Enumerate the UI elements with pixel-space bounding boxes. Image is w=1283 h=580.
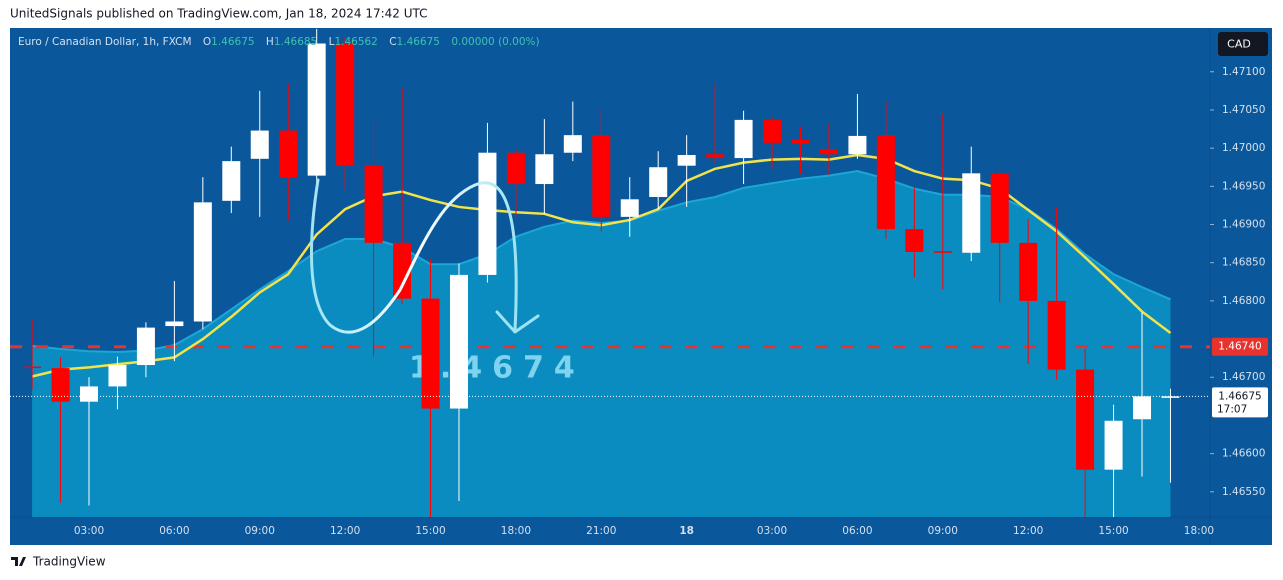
candle-body — [734, 119, 753, 159]
candle-body — [1047, 300, 1066, 370]
x-tick-label: 09:00 — [928, 525, 958, 537]
x-tick-label: 03:00 — [757, 525, 787, 537]
candle-body — [563, 135, 582, 153]
candle-body — [791, 139, 810, 144]
x-tick-label: 18 — [679, 525, 694, 537]
candle-body — [165, 321, 184, 327]
x-tick-label: 18:00 — [1184, 525, 1214, 537]
legend: Euro / Canadian Dollar, 1h, FXCM O1.4667… — [18, 36, 540, 48]
legend-value: 1.46562 — [334, 36, 377, 48]
x-tick-label: 03:00 — [74, 525, 104, 537]
candle-body — [1161, 396, 1180, 398]
y-tick-label: 1.47100 — [1222, 66, 1265, 78]
symbol-title: Euro / Canadian Dollar, 1h, FXCM — [18, 36, 192, 48]
candle-body — [108, 365, 127, 387]
y-tick-label: 1.46700 — [1222, 371, 1265, 383]
x-tick-label: 15:00 — [1098, 525, 1128, 537]
candle-body — [336, 43, 355, 166]
last-price-label: 1.46675 — [1218, 390, 1261, 402]
candle-body — [364, 165, 383, 243]
candle-body — [933, 251, 952, 253]
candle-body — [649, 167, 668, 198]
candle-body — [449, 274, 468, 409]
candle-body — [706, 154, 725, 159]
candle-body — [1104, 420, 1123, 470]
candle-body — [23, 366, 42, 369]
footer-brand: TradingView — [32, 555, 106, 569]
candle-body — [1076, 369, 1095, 470]
x-tick-label: 12:00 — [1013, 525, 1043, 537]
candle-body — [478, 152, 497, 275]
y-tick-label: 1.46550 — [1222, 486, 1265, 498]
legend-key: O — [203, 36, 211, 48]
x-tick-label: 09:00 — [245, 525, 275, 537]
level-label-box — [1212, 337, 1268, 356]
legend-value: 1.46675 — [211, 36, 254, 48]
y-tick-label: 1.46600 — [1222, 448, 1265, 460]
legend-value: 1.46685 — [274, 36, 317, 48]
candle-body — [193, 202, 212, 322]
x-tick-label: 12:00 — [330, 525, 360, 537]
y-tick-label: 1.47000 — [1222, 142, 1265, 154]
candle-body — [136, 327, 155, 366]
candle-body — [905, 229, 924, 252]
candle-body — [250, 130, 269, 159]
candle-body — [848, 135, 867, 155]
candle-body — [279, 130, 298, 178]
candle-body — [393, 242, 412, 299]
candle-body — [51, 368, 70, 402]
legend-key: C — [389, 36, 396, 48]
candle-body — [80, 386, 98, 402]
currency-label: CAD — [1227, 38, 1251, 51]
footer-logo: TradingView — [11, 555, 106, 569]
currency-button[interactable] — [1218, 32, 1268, 56]
candle-body — [592, 135, 611, 217]
candle-body — [307, 43, 326, 176]
candle-body — [876, 135, 895, 230]
candle-body — [1133, 396, 1152, 420]
area-fill — [32, 171, 1171, 517]
candle-body — [763, 119, 782, 143]
legend-key: H — [266, 36, 274, 48]
candle-body — [535, 154, 554, 185]
candle-body — [1019, 242, 1038, 301]
y-tick-label: 1.46950 — [1222, 180, 1265, 192]
candle-body — [421, 298, 440, 409]
candle-body — [620, 199, 639, 217]
drawing-curve — [309, 178, 518, 334]
candle-body — [677, 155, 696, 166]
x-tick-label: 18:00 — [501, 525, 531, 537]
x-tick-label: 21:00 — [586, 525, 616, 537]
x-tick-label: 15:00 — [415, 525, 445, 537]
y-tick-label: 1.46900 — [1222, 219, 1265, 231]
candle-body — [990, 173, 1009, 243]
y-tick-label: 1.46850 — [1222, 257, 1265, 269]
countdown-label: 17:07 — [1217, 403, 1247, 415]
legend-change: 0.00000 (0.00%) — [451, 36, 539, 48]
y-tick-label: 1.46800 — [1222, 295, 1265, 307]
plot-area: 1.4674 — [10, 29, 1210, 517]
y-tick-label: 1.47050 — [1222, 104, 1265, 116]
candle-body — [222, 161, 241, 201]
candle-body — [962, 173, 981, 253]
drawing-arrow — [495, 310, 540, 334]
x-tick-label: 06:00 — [159, 525, 189, 537]
logo-icon — [11, 557, 26, 566]
axes: 1.46550 1.46600 1.46700 1.46800 1.46850 1.469… — [74, 66, 1268, 537]
candle-body — [506, 152, 525, 185]
publisher-note: UnitedSignals published on TradingView.c… — [10, 7, 428, 21]
legend-value: 1.46675 — [397, 36, 440, 48]
legend-key: L — [329, 36, 335, 48]
last-price-box — [1212, 387, 1268, 418]
x-tick-label: 06:00 — [842, 525, 872, 537]
candle-body — [819, 149, 838, 155]
level-label: 1.46740 — [1218, 341, 1261, 353]
